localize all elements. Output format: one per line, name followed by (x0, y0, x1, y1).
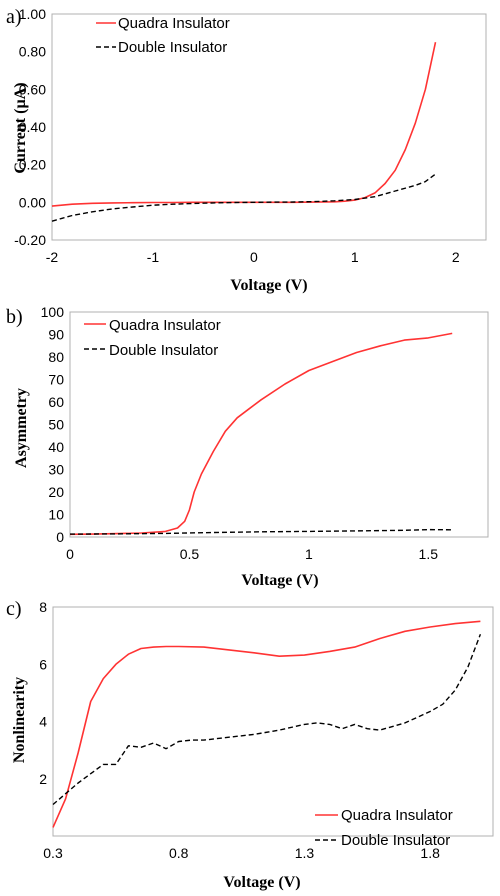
y-tick-label-b: 20 (48, 484, 64, 500)
series-line-double-a (51, 173, 436, 222)
x-tick-label-a: 2 (452, 249, 460, 265)
x-tick-label-a: -2 (46, 249, 59, 265)
x-tick-labels-a: -2 -1 0 1 2 (46, 249, 460, 265)
y-tick-label-c: 6 (39, 656, 47, 672)
y-tick-label-b: 90 (48, 327, 64, 343)
legend-a: Quadra Insulator Double Insulator (96, 15, 230, 56)
x-tick-label-a: 1 (351, 249, 359, 265)
series-line-double-b (69, 528, 453, 535)
chart-a: a) -2 -1 0 1 2 -0.20 0.00 0.20 0.40 0.60 0.80 1.00… (6, 6, 487, 294)
y-tick-label-b: 0 (56, 529, 64, 545)
x-tick-label-b: 1.5 (419, 546, 439, 562)
y-axis-title-a: Current (µA) (12, 82, 29, 173)
series-group-b (69, 332, 453, 536)
y-tick-label-a: 0.80 (19, 44, 46, 60)
legend-label-quadra-a: Quadra Insulator (118, 15, 230, 32)
x-tick-label-c: 0.3 (43, 845, 63, 861)
plot-area-a (51, 13, 487, 241)
panel-label-b: b) (6, 306, 23, 328)
y-axis-title-b: Asymmetry (13, 388, 30, 468)
panel-label-c: c) (6, 598, 22, 620)
x-axis-title-a: Voltage (V) (230, 277, 307, 294)
x-tick-labels-b: 0 0.5 1 1.5 (66, 546, 438, 562)
series-group-a (51, 42, 437, 222)
legend-label-double-b: Double Insulator (109, 342, 218, 359)
series-line-quadra-b (69, 332, 453, 536)
y-tick-label-b: 40 (48, 439, 64, 455)
legend-b: Quadra Insulator Double Insulator (84, 317, 221, 359)
x-tick-labels-c: 0.3 0.8 1.3 1.8 (43, 845, 440, 861)
x-tick-label-a: 0 (250, 249, 258, 265)
y-tick-label-c: 8 (39, 599, 47, 615)
y-tick-label-b: 50 (48, 417, 64, 433)
y-tick-label-a: 0.20 (19, 157, 46, 173)
y-tick-label-b: 60 (48, 394, 64, 410)
legend-c: Quadra Insulator Double Insulator (315, 807, 453, 849)
y-tick-label-b: 10 (48, 507, 64, 523)
y-tick-labels-a: -0.20 0.00 0.20 0.40 0.60 0.80 1.00 (14, 6, 46, 248)
legend-label-double-c: Double Insulator (341, 832, 450, 849)
y-tick-label-a: 1.00 (19, 6, 46, 22)
y-tick-label-a: 0.60 (19, 81, 46, 97)
legend-label-double-a: Double Insulator (118, 39, 227, 56)
y-tick-label-a: -0.20 (14, 232, 46, 248)
x-tick-label-c: 1.3 (295, 845, 315, 861)
y-tick-label-b: 30 (48, 462, 64, 478)
legend-label-quadra-b: Quadra Insulator (109, 317, 221, 334)
x-axis-title-b: Voltage (V) (241, 572, 318, 589)
y-tick-label-b: 70 (48, 372, 64, 388)
chart-b: b) 0 0.5 1 1.5 0 10 20 30 40 50 60 70 80 90 100 Volta… (6, 304, 489, 589)
x-tick-label-c: 1.8 (420, 845, 440, 861)
y-tick-label-c: 4 (39, 714, 47, 730)
x-tick-label-b: 0.5 (180, 546, 200, 562)
y-tick-label-a: 0.40 (19, 119, 46, 135)
y-tick-labels-c: 2 4 6 8 (39, 599, 47, 787)
panel-label-a: a) (6, 6, 22, 28)
x-tick-label-b: 1 (305, 546, 313, 562)
series-line-quadra-c (52, 620, 481, 828)
chart-c: c) 0.3 0.8 1.3 1.8 2 4 6 8 Voltage (V) Nonline… (6, 598, 494, 891)
x-axis-title-c: Voltage (V) (223, 874, 300, 891)
x-tick-label-c: 0.8 (169, 845, 189, 861)
y-tick-labels-b: 0 10 20 30 40 50 60 70 80 90 100 (41, 304, 65, 545)
series-group-c (52, 620, 482, 828)
series-line-double-c (52, 633, 482, 806)
legend-label-quadra-c: Quadra Insulator (341, 807, 453, 824)
y-tick-label-c: 2 (39, 771, 47, 787)
x-tick-label-b: 0 (66, 546, 74, 562)
x-tick-label-a: -1 (147, 249, 160, 265)
plot-area-b (69, 311, 489, 538)
y-tick-label-b: 100 (41, 304, 65, 320)
plot-area-c (52, 606, 494, 837)
series-line-quadra-a (51, 42, 437, 207)
y-tick-label-a: 0.00 (19, 194, 46, 210)
y-tick-label-b: 80 (48, 349, 64, 365)
y-axis-title-c: Nonlinearity (11, 677, 28, 763)
